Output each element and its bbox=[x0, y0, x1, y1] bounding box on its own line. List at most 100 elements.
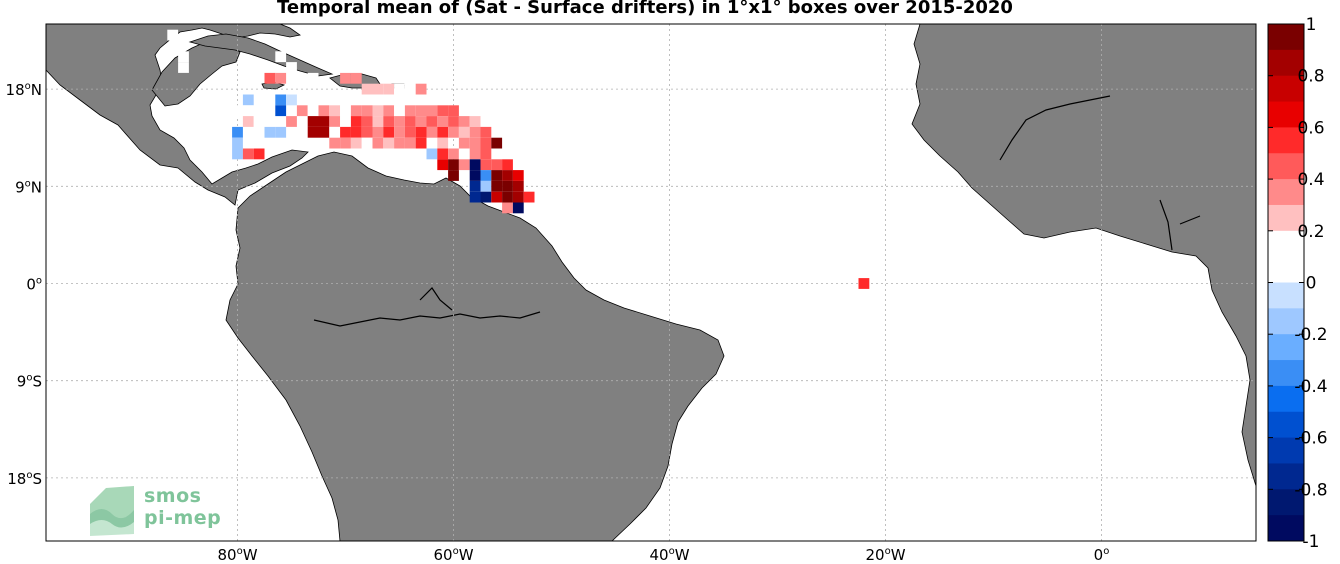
data-cell bbox=[253, 148, 265, 160]
data-cell bbox=[469, 116, 481, 127]
data-cell bbox=[512, 170, 524, 181]
data-cell bbox=[458, 126, 470, 138]
data-cell bbox=[275, 105, 287, 117]
data-cell bbox=[178, 62, 189, 73]
data-cell bbox=[361, 137, 373, 149]
colorbar-label: -1 bbox=[1303, 532, 1320, 552]
data-cell bbox=[264, 126, 276, 138]
colorbar: 1 0.8 0.6 0.4 0.2 0 -0.2 -0.4 -0.6 -0.8 -1 bbox=[1267, 15, 1328, 552]
data-cell bbox=[167, 29, 179, 41]
data-cell bbox=[469, 180, 481, 192]
data-cell bbox=[480, 137, 492, 149]
data-cell bbox=[469, 148, 481, 160]
data-cell bbox=[329, 126, 341, 138]
x-tick-label: 40oW bbox=[649, 546, 689, 564]
data-cell bbox=[253, 116, 265, 127]
data-cell bbox=[458, 159, 470, 171]
data-cell bbox=[232, 148, 243, 160]
data-cell bbox=[242, 148, 254, 160]
data-cell bbox=[232, 105, 243, 117]
data-cell bbox=[329, 137, 341, 149]
x-tick-label: 0o bbox=[1094, 546, 1110, 564]
data-cell bbox=[858, 256, 870, 268]
data-cell bbox=[361, 116, 373, 127]
data-cell bbox=[340, 116, 351, 127]
colorbar-segment bbox=[1268, 49, 1304, 77]
data-cell bbox=[350, 137, 362, 149]
data-cell bbox=[232, 137, 243, 149]
data-cell bbox=[394, 126, 405, 138]
data-cell bbox=[426, 105, 438, 117]
data-cell bbox=[512, 180, 524, 192]
data-cell bbox=[394, 137, 405, 149]
rivers bbox=[313, 95, 1201, 327]
colorbar-segment bbox=[1268, 515, 1304, 542]
data-cell bbox=[361, 83, 373, 95]
colorbar-label: 0 bbox=[1306, 274, 1317, 294]
data-cell bbox=[415, 116, 427, 127]
colorbar-segment bbox=[1268, 360, 1304, 387]
logo-line1: smos bbox=[144, 485, 202, 507]
y-tick-labels: 18oN 9oN 0o 9oS 18oS bbox=[6, 81, 42, 488]
colorbar-segment bbox=[1268, 153, 1304, 180]
map-title: Temporal mean of (Sat - Surface drifters… bbox=[277, 0, 1013, 18]
colorbar-label: 0.4 bbox=[1297, 170, 1324, 190]
data-cell bbox=[286, 116, 297, 127]
data-cell bbox=[448, 126, 459, 138]
colorbar-label: 0.8 bbox=[1297, 67, 1324, 87]
data-cell bbox=[448, 148, 459, 160]
data-cell bbox=[232, 126, 243, 138]
data-cell bbox=[437, 105, 449, 117]
data-cell bbox=[350, 72, 362, 84]
data-cell bbox=[275, 51, 287, 63]
y-tick-label: 0o bbox=[26, 276, 42, 294]
data-cell bbox=[502, 170, 513, 181]
data-cell bbox=[383, 116, 395, 127]
colorbar-segment bbox=[1268, 334, 1304, 361]
data-cell bbox=[361, 126, 373, 138]
data-cell bbox=[383, 105, 395, 117]
data-cell bbox=[318, 116, 330, 127]
data-cell bbox=[286, 62, 297, 73]
data-cell bbox=[426, 148, 438, 160]
land-africa bbox=[911, 24, 1256, 487]
data-cell bbox=[340, 105, 351, 117]
data-cell bbox=[275, 126, 287, 138]
colorbar-label: -0.4 bbox=[1294, 377, 1327, 397]
data-cell bbox=[437, 159, 449, 171]
colorbar-segment bbox=[1268, 308, 1304, 335]
data-cell bbox=[394, 116, 405, 127]
data-cell bbox=[415, 105, 427, 117]
data-cell bbox=[480, 180, 492, 192]
colorbar-segment bbox=[1268, 127, 1304, 154]
data-cell bbox=[491, 180, 503, 192]
data-cell bbox=[415, 83, 427, 95]
data-cell bbox=[437, 116, 449, 127]
data-cell bbox=[469, 170, 481, 181]
colorbar-segment bbox=[1268, 282, 1304, 309]
data-cell bbox=[296, 105, 308, 117]
data-cell bbox=[394, 83, 405, 95]
data-cell bbox=[318, 126, 330, 138]
data-cell bbox=[340, 72, 351, 84]
land-south-america bbox=[225, 151, 725, 541]
data-cell bbox=[502, 180, 513, 192]
data-cell bbox=[523, 191, 535, 203]
data-cell bbox=[394, 105, 405, 117]
data-cell bbox=[858, 278, 870, 289]
data-cell bbox=[502, 159, 513, 171]
data-cell bbox=[242, 116, 254, 127]
data-cell bbox=[404, 105, 416, 117]
data-cell bbox=[307, 126, 319, 138]
colorbar-segment bbox=[1268, 204, 1304, 232]
colorbar-label: -0.6 bbox=[1294, 429, 1327, 449]
data-cell bbox=[242, 94, 254, 106]
data-cell bbox=[491, 191, 503, 203]
land-layer bbox=[46, 24, 1256, 541]
data-cell bbox=[372, 83, 384, 95]
x-tick-label: 20oW bbox=[865, 546, 905, 564]
x-tick-label: 80oW bbox=[217, 546, 257, 564]
y-tick-label: 9oS bbox=[17, 373, 42, 391]
data-cell bbox=[512, 191, 524, 203]
